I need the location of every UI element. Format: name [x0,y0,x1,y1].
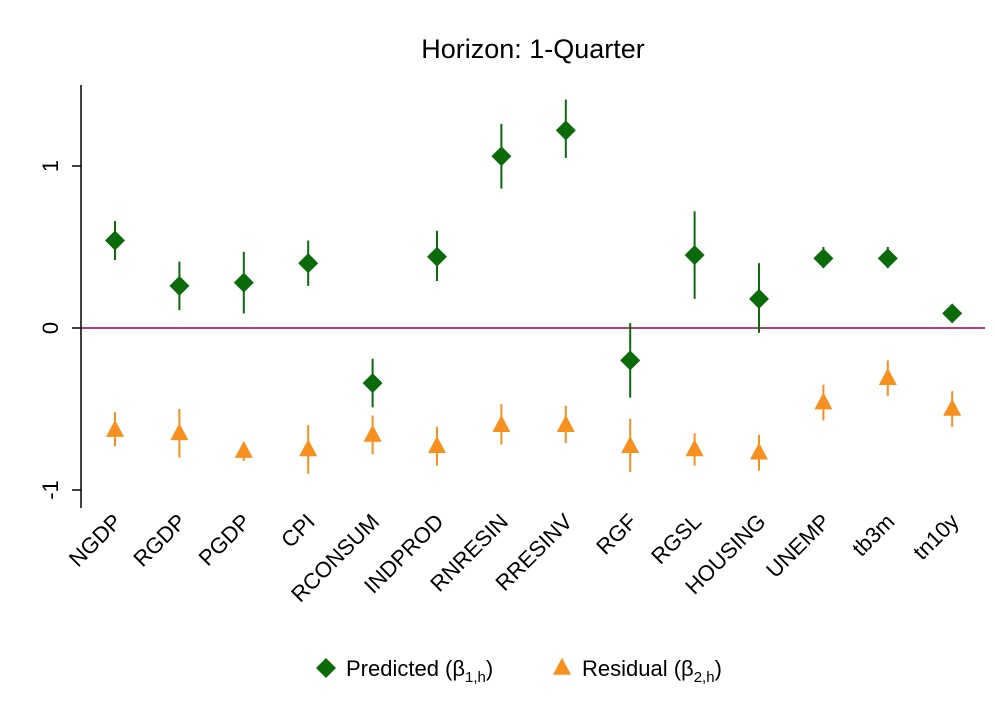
predicted-marker [233,272,254,293]
x-tick-label: RGF [591,509,642,560]
residual-marker [170,423,189,441]
predicted-marker [362,373,383,394]
predicted-marker [105,230,125,251]
predicted-marker [491,146,512,167]
legend: Predicted (β1,h) Residual (β2,h) [316,656,722,686]
x-tick-label: UNEMP [761,509,835,583]
legend-residual-label: Residual (β2,h) [582,656,722,686]
residual-marker [492,415,511,432]
residual-marker [621,436,640,454]
x-tick-label: tn10y [908,509,964,565]
chart-title: Horizon: 1-Quarter [421,34,645,64]
residual-marker [943,398,962,416]
predicted-marker [169,275,190,296]
x-tick-label: PGDP [194,509,256,571]
predicted-marker [620,350,641,371]
x-tick-label: RGDP [128,509,191,572]
residual-marker [814,392,833,410]
y-tick-label: -1 [38,480,63,500]
predicted-marker [749,288,769,309]
predicted-marker [555,120,576,141]
residual-marker [685,439,704,457]
legend-predicted-label: Predicted (β1,h) [346,656,493,686]
x-tick-label: CPI [276,509,320,553]
residual-marker [234,440,253,458]
x-tick-label: NGDP [64,509,127,572]
legend-predicted-marker [316,658,336,678]
residual-marker [556,415,575,432]
predicted-marker [813,248,834,269]
residual-marker [299,439,318,457]
y-tick-label: 0 [38,322,63,334]
x-tick-label: RGSL [646,509,706,569]
legend-residual-marker [553,657,571,675]
residual-marker [106,419,124,437]
x-tick-label: tb3m [847,509,899,561]
predicted-marker [877,248,898,269]
predicted-marker [298,253,319,274]
predicted-marker [684,245,705,266]
predicted-marker [942,303,963,324]
y-tick-label: 1 [38,160,63,172]
residual-marker [750,442,768,460]
residual-marker [363,424,382,442]
predicted-marker [427,246,447,267]
residual-marker [428,436,446,454]
residual-marker [878,368,897,386]
